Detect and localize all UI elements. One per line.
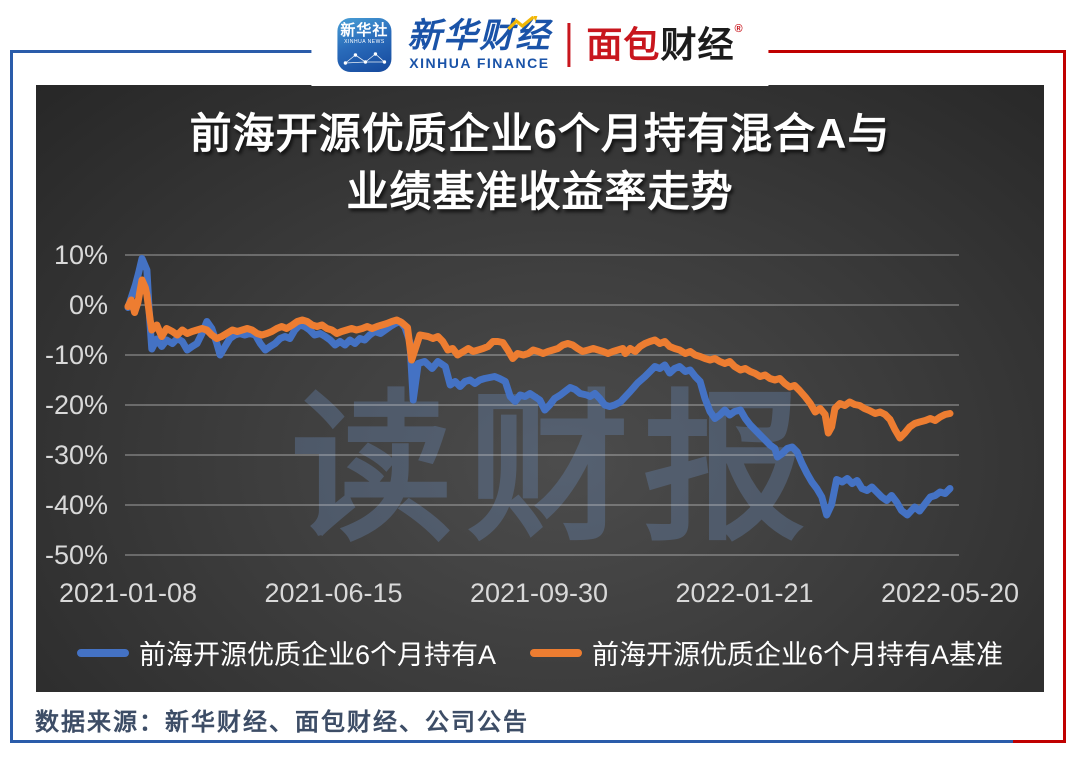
series-line-fund <box>124 255 954 519</box>
bread-finance-cn2: 财经 <box>660 24 735 65</box>
legend-label: 前海开源优质企业6个月持有A <box>138 640 496 670</box>
y-tick-label: -20% <box>44 390 108 420</box>
frame-border-right <box>1063 50 1066 743</box>
xinhua-news-app-icon: 新华社 XINHUA NEWS <box>337 18 392 72</box>
logo-divider <box>567 23 571 67</box>
network-globe-icon <box>343 52 387 65</box>
chart-panel: 前海开源优质企业6个月持有混合A与 业绩基准收益率走势 读财报 10% 0% -10… <box>36 85 1044 692</box>
y-tick-label: -10% <box>44 340 108 370</box>
xinhua-finance-logo: 新华财经 XINHUA FINANCE <box>407 16 551 72</box>
y-axis: 10% 0% -10% -20% -30% -40% -50% <box>36 85 110 692</box>
y-tick-label: -30% <box>44 440 108 470</box>
xinhua-news-cn-label: 新华社 <box>340 22 389 39</box>
legend-label: 前海开源优质企业6个月持有A基准 <box>592 640 1004 670</box>
legend-swatch <box>76 648 129 657</box>
y-tick-label: 0% <box>68 290 108 320</box>
frame-border-left <box>10 50 13 743</box>
y-tick-label: -40% <box>44 490 108 520</box>
x-axis: 2021-01-08 2021-06-15 2021-09-30 2022-01-21… <box>36 85 1044 692</box>
bread-finance-logo: 面包 财经 ® <box>586 23 742 67</box>
header-logos: 新华社 XINHUA NEWS 新华财经 XINHUA FINANCE <box>311 4 769 86</box>
xinhua-news-en-label: XINHUA NEWS <box>344 39 385 45</box>
registered-mark: ® <box>734 23 743 35</box>
data-source-note: 数据来源：新华财经、面包财经、公司公告 <box>35 710 529 736</box>
plot-area <box>124 254 959 556</box>
series-line-benchmark <box>124 276 954 442</box>
legend-item: 前海开源优质企业6个月持有A基准 <box>530 633 1003 672</box>
bread-finance-cn1: 面包 <box>586 24 661 65</box>
chart-title-line2: 业绩基准收益率走势 <box>346 168 734 215</box>
y-tick-label: -50% <box>44 540 108 570</box>
x-tick-label: 2021-09-30 <box>469 578 609 608</box>
x-tick-label: 2021-01-08 <box>58 578 198 608</box>
x-tick-label: 2022-01-21 <box>675 578 814 608</box>
trend-arrow-icon <box>507 16 538 31</box>
frame-border-bottom <box>10 740 1066 743</box>
chart-title-line1: 前海开源优质企业6个月持有混合A与 <box>189 110 891 157</box>
y-tick-label: 10% <box>53 240 108 270</box>
legend: 前海开源优质企业6个月持有A 前海开源优质企业6个月持有A基准 <box>36 633 1044 672</box>
x-tick-label: 2022-05-20 <box>880 578 1020 608</box>
x-tick-label: 2021-06-15 <box>264 578 403 608</box>
legend-item: 前海开源优质企业6个月持有A <box>76 633 496 672</box>
legend-swatch <box>530 648 582 657</box>
xinhua-finance-en: XINHUA FINANCE <box>409 55 550 71</box>
chart-title: 前海开源优质企业6个月持有混合A与 业绩基准收益率走势 <box>36 105 1044 221</box>
